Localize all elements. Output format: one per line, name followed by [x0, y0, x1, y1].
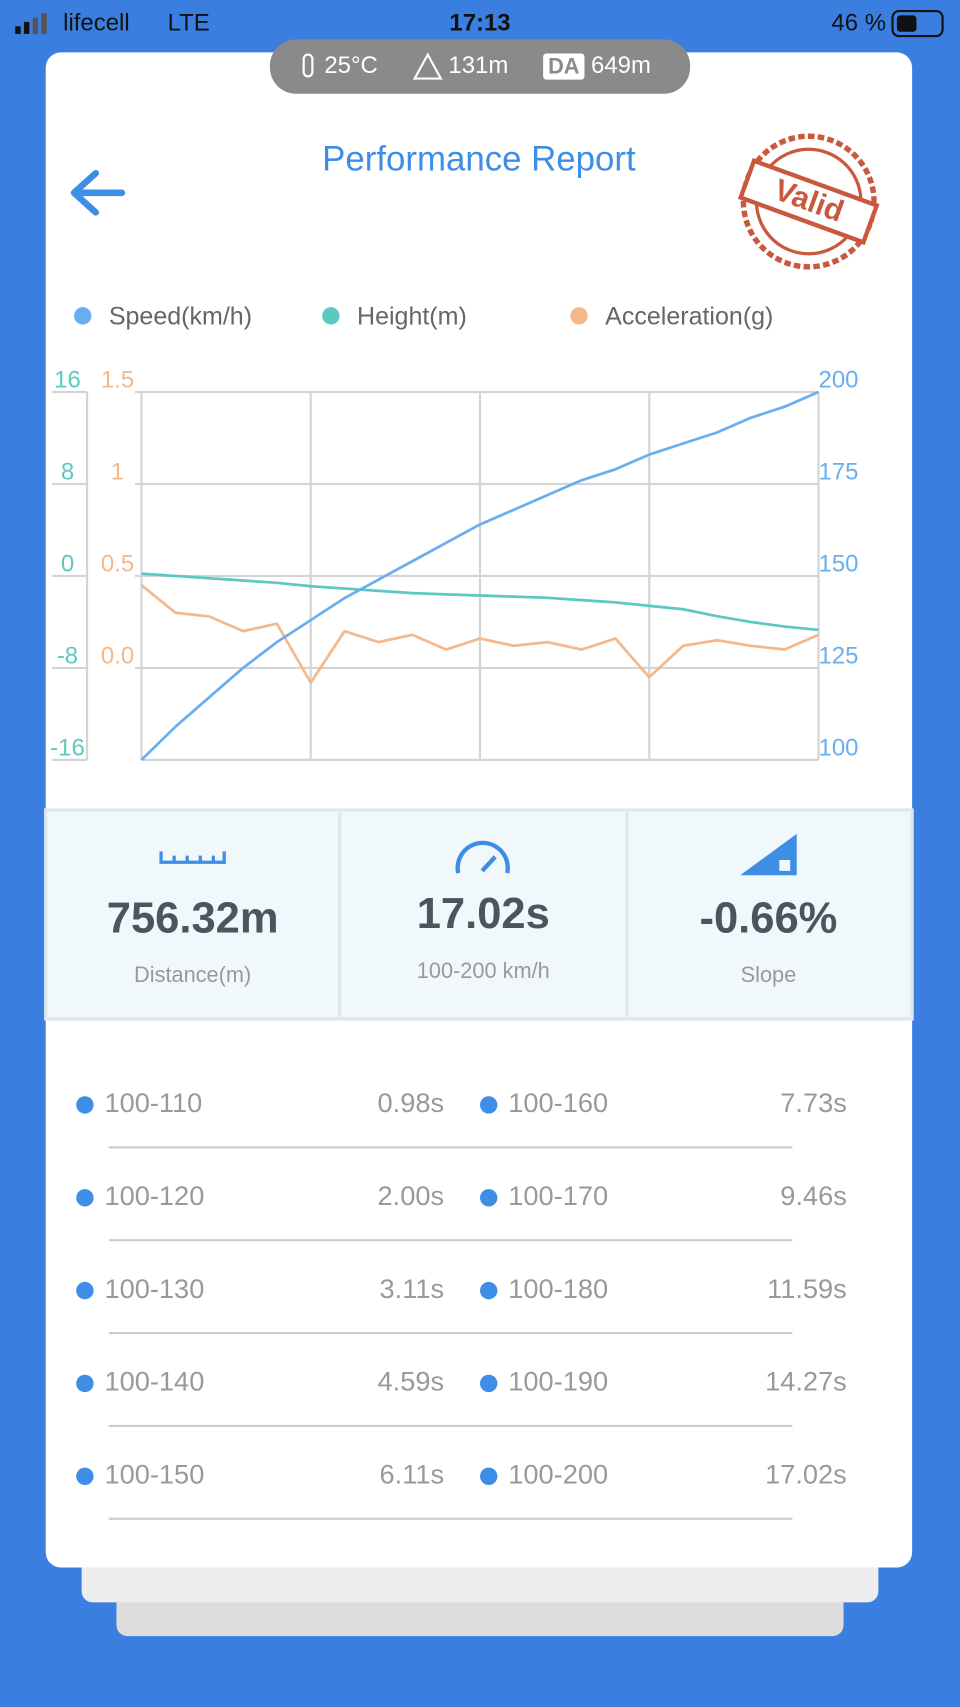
- stat-label: 100-200 km/h: [417, 958, 550, 983]
- y-tick-label: 1: [111, 458, 124, 485]
- split-dot: [480, 1096, 498, 1114]
- network: LTE: [168, 9, 210, 36]
- signal: [23, 21, 30, 34]
- y3-tick-label: 100: [819, 734, 859, 761]
- stat-label: Distance(m): [134, 962, 251, 987]
- y3-tick-label: 175: [819, 458, 859, 485]
- split-dot: [76, 1467, 94, 1486]
- split-range: 100-120: [104, 1180, 204, 1211]
- stat-label: Slope: [741, 962, 797, 987]
- split-dot: [480, 1467, 498, 1486]
- gauge-icon: [455, 840, 510, 874]
- split-time: 7.73s: [780, 1087, 847, 1118]
- y-tick-label: 1.5: [101, 366, 134, 393]
- signal: [15, 26, 21, 34]
- split-range: 100-150: [104, 1458, 204, 1489]
- gauge-needle: [480, 855, 497, 873]
- y2-tick-label: -8: [57, 642, 78, 669]
- split-range: 100-110: [104, 1087, 202, 1118]
- split-dot: [480, 1281, 498, 1300]
- y2-tick-label: 8: [61, 458, 74, 485]
- signal: [32, 17, 39, 34]
- legend-label: Height(m): [357, 303, 467, 331]
- split-dot: [76, 1189, 94, 1207]
- splits: 100-110 0.98s 100-160 7.73s 100-120 2.00s 100-…: [76, 1087, 847, 1520]
- battery-fill: [896, 15, 917, 32]
- legend-label: Acceleration(g): [605, 303, 773, 331]
- split-range: 100-160: [508, 1087, 608, 1118]
- battery-level: 46 %: [831, 9, 886, 36]
- status-bar: lifecell LTE 17:13 46 %: [15, 9, 944, 38]
- split-range: 100-190: [508, 1366, 608, 1397]
- back-button[interactable]: [70, 169, 126, 216]
- split-time: 11.59s: [767, 1273, 847, 1304]
- y-tick-label: 0.5: [101, 550, 134, 577]
- battery: [891, 9, 944, 38]
- split-time: 17.02s: [765, 1458, 847, 1489]
- split-dot: [480, 1189, 498, 1207]
- y2-tick-label: 0: [61, 550, 74, 577]
- y3-tick-label: 200: [819, 366, 859, 393]
- legend-dot: [322, 307, 340, 325]
- split-range: 100-200: [508, 1458, 608, 1489]
- y3-tick-label: 125: [819, 642, 859, 669]
- stat-value: 17.02s: [417, 890, 550, 938]
- split-time: 0.98s: [378, 1087, 445, 1118]
- split-time: 4.59s: [378, 1366, 445, 1397]
- stats: 756.32m Distance(m) 17.02s 100-200 km/h -0.6…: [107, 890, 838, 987]
- split-dot: [76, 1374, 94, 1393]
- legend-label: Speed(km/h): [109, 303, 252, 331]
- legend-dot: [570, 307, 588, 325]
- y-tick-label: 0.0: [101, 642, 134, 669]
- altitude: 131m: [448, 52, 508, 79]
- split-time: 2.00s: [378, 1180, 445, 1211]
- slope-icon: [740, 833, 797, 876]
- signal: [41, 13, 47, 34]
- split-time: 3.11s: [380, 1273, 445, 1304]
- ruler-icon: [159, 851, 226, 864]
- split-dot: [76, 1096, 94, 1114]
- mountain-icon: [412, 52, 443, 80]
- split-range: 100-130: [104, 1273, 204, 1304]
- chart: Speed(km/h) Height(m) Acceleration(g)10012…: [50, 303, 858, 762]
- series-line: [140, 584, 820, 684]
- split-dot: [480, 1374, 498, 1393]
- split-time: 14.27s: [765, 1366, 847, 1397]
- split-time: 9.46s: [780, 1180, 847, 1211]
- clock: 17:13: [449, 9, 510, 36]
- stamp-band: [737, 157, 880, 246]
- da-label: DA: [548, 53, 580, 78]
- split-range: 100-180: [508, 1273, 608, 1304]
- page-title: Performance Report: [322, 139, 636, 178]
- split-range: 100-140: [104, 1366, 204, 1397]
- density-altitude: 649m: [591, 52, 651, 79]
- y2-tick-label: -16: [50, 734, 85, 761]
- y2-tick-label: 16: [54, 366, 81, 393]
- stat-value: 756.32m: [107, 894, 279, 942]
- y3-tick-label: 150: [819, 550, 859, 577]
- split-time: 6.11s: [380, 1458, 445, 1489]
- carrier: lifecell: [63, 9, 130, 36]
- legend-dot: [74, 307, 92, 325]
- temperature: 25°C: [324, 52, 378, 79]
- stat-value: -0.66%: [699, 894, 837, 942]
- split-dot: [76, 1281, 94, 1300]
- split-range: 100-170: [508, 1180, 608, 1211]
- da-badge: [543, 53, 585, 80]
- thermometer-icon: [302, 53, 314, 78]
- series-line: [140, 390, 820, 761]
- conditions-pill: [269, 39, 691, 94]
- conditions: 25°C 131m DA 649m: [269, 39, 691, 94]
- series-line: [141, 572, 819, 632]
